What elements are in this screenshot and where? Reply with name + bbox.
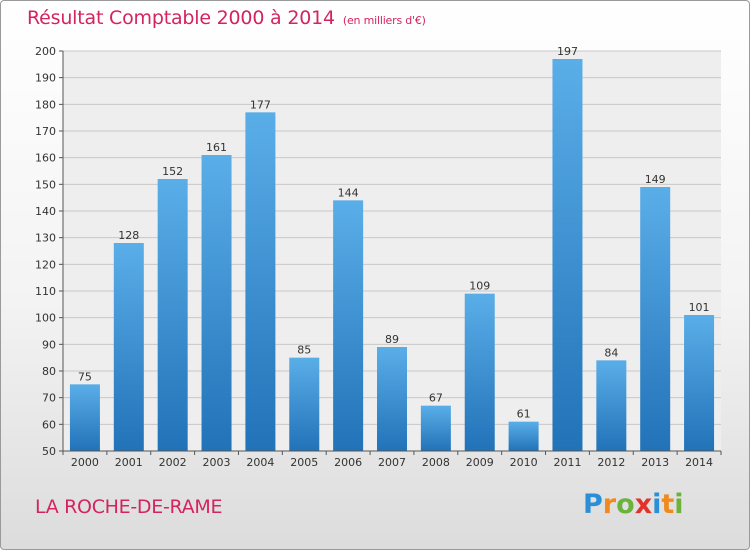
value-label-2012: 84 (604, 346, 618, 359)
x-tick-label-2004: 2004 (246, 456, 274, 469)
y-tick-label-70: 70 (42, 392, 56, 405)
x-tick-label-2013: 2013 (641, 456, 669, 469)
value-label-2005: 85 (297, 344, 311, 357)
logo-letter-5: t (661, 489, 675, 520)
chart-title-text: Résultat Comptable 2000 à 2014 (27, 7, 335, 29)
x-tick-label-2006: 2006 (334, 456, 362, 469)
value-label-2013: 149 (645, 173, 666, 186)
x-tick-label-2011: 2011 (553, 456, 581, 469)
x-axis-ticks: 2000 2001 2002 2003 2004 2005 2006 2007 2008 2009… (62, 451, 722, 469)
bar-2001 (113, 243, 144, 451)
y-tick-label-160: 160 (35, 152, 56, 165)
y-tick-label-110: 110 (35, 285, 56, 298)
logo-letter-3: x (634, 489, 653, 520)
commune-name: LA ROCHE-DE-RAME (35, 496, 223, 518)
logo-letter-2: o (616, 489, 635, 520)
proxiti-logo[interactable]: Proxiti (583, 489, 684, 520)
value-label-2001: 128 (118, 229, 139, 242)
y-axis-ticks: 50 60 70 80 90 100 110 120 130 140 150 160 170 180 190… (35, 45, 63, 458)
y-tick-label-80: 80 (42, 365, 56, 378)
y-tick-label-190: 190 (35, 72, 56, 85)
y-tick-label-150: 150 (35, 178, 56, 191)
x-tick-label-2003: 2003 (203, 456, 231, 469)
y-tick-label-130: 130 (35, 232, 56, 245)
chart-unit-note: (en milliers d'€) (342, 14, 426, 27)
value-label-2011: 197 (557, 45, 578, 58)
x-tick-label-2002: 2002 (159, 456, 187, 469)
value-label-2007: 89 (385, 333, 399, 346)
x-tick-label-2009: 2009 (466, 456, 494, 469)
bar-2013 (640, 187, 671, 451)
logo-letter-0: P (583, 489, 603, 520)
value-label-2004: 177 (250, 98, 271, 111)
bar-2011 (552, 59, 583, 451)
value-label-2000: 75 (78, 370, 92, 383)
value-label-2014: 101 (689, 301, 710, 314)
bar-2007 (377, 347, 407, 451)
chart-title: Résultat Comptable 2000 à 2014 (en millie… (27, 7, 426, 29)
y-tick-label-180: 180 (35, 98, 56, 111)
bar-2006 (333, 200, 364, 451)
bar-2005 (289, 357, 320, 451)
bar-2002 (157, 179, 188, 451)
y-tick-label-140: 140 (35, 205, 56, 218)
x-tick-label-2000: 2000 (71, 456, 99, 469)
y-tick-label-170: 170 (35, 125, 56, 138)
value-label-2009: 109 (469, 280, 490, 293)
bar-2004 (245, 112, 276, 451)
y-tick-label-120: 120 (35, 258, 56, 271)
y-tick-label-90: 90 (42, 338, 56, 351)
value-label-2010: 61 (517, 408, 531, 421)
y-tick-label-60: 60 (42, 418, 56, 431)
bar-2012 (596, 360, 627, 451)
logo-letter-6: i (674, 489, 684, 520)
bar-2000 (69, 384, 100, 451)
logo-letter-4: i (652, 489, 662, 520)
bar-2003 (201, 155, 232, 451)
x-tick-label-2005: 2005 (290, 456, 318, 469)
bars (69, 59, 715, 451)
bar-2010 (508, 421, 539, 451)
bar-2014 (684, 315, 715, 451)
x-tick-label-2012: 2012 (597, 456, 625, 469)
y-tick-label-200: 200 (35, 45, 56, 58)
value-label-2002: 152 (162, 165, 183, 178)
x-tick-label-2010: 2010 (510, 456, 538, 469)
x-tick-label-2014: 2014 (685, 456, 713, 469)
x-tick-label-2008: 2008 (422, 456, 450, 469)
logo-letter-1: r (602, 489, 617, 520)
value-label-2003: 161 (206, 141, 227, 154)
y-tick-label-50: 50 (42, 445, 56, 458)
value-label-2008: 67 (429, 392, 443, 405)
y-tick-label-100: 100 (35, 312, 56, 325)
value-label-2006: 144 (338, 186, 359, 199)
x-tick-label-2001: 2001 (115, 456, 143, 469)
value-labels: 75 128 152 161 177 85 144 89 67 109 61 197 84 149 101 (78, 45, 710, 421)
bar-2008 (420, 405, 451, 451)
x-tick-label-2007: 2007 (378, 456, 406, 469)
bar-2009 (464, 293, 495, 451)
